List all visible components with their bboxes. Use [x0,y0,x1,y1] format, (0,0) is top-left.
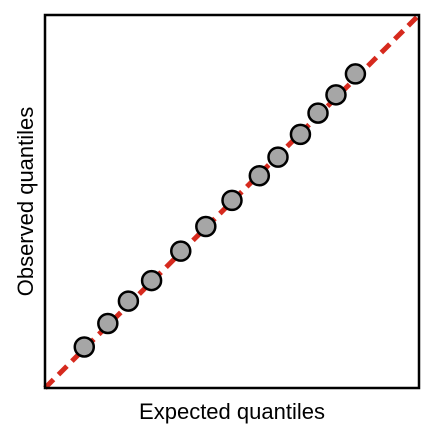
data-point-6 [195,215,217,238]
data-point-10 [289,123,312,146]
x-axis-label: Expected quantiles [139,399,325,424]
data-point-13 [344,63,367,85]
data-point-7 [221,189,243,212]
data-point-11 [307,102,329,124]
data-point-8 [248,165,271,187]
data-point-9 [267,146,289,168]
y-axis-label: Observed quantiles [13,107,38,297]
data-point-5 [170,240,192,262]
plot-frame [43,13,421,390]
data-point-2 [97,312,119,335]
plot-marks [43,13,421,390]
data-point-1 [73,336,96,358]
data-point-12 [325,84,347,106]
data-point-3 [117,290,140,312]
data-point-4 [140,269,163,292]
